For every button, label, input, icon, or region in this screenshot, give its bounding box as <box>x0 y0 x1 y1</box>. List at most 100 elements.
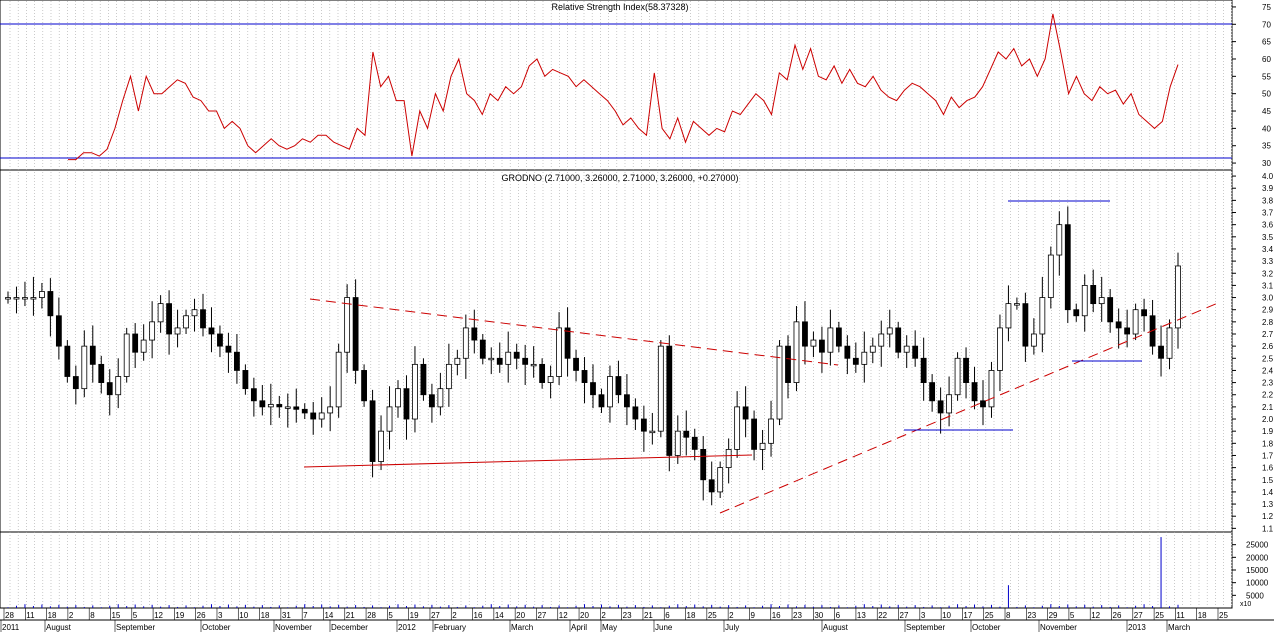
price-candle <box>980 400 986 408</box>
price-candle <box>861 351 868 365</box>
x-day-label: 27 <box>537 611 546 620</box>
x-day-label: 25 <box>1219 611 1228 620</box>
volume-tick-label: 10000 <box>1246 579 1269 588</box>
volume-tick-label: 25000 <box>1246 541 1269 550</box>
x-month-label: October <box>202 623 231 632</box>
price-candle <box>64 345 71 377</box>
price-candle <box>1064 224 1071 311</box>
x-day-label: 10 <box>239 611 248 620</box>
rsi-tick-label: 60 <box>1262 55 1271 64</box>
volume-tick-label: 5000 <box>1246 591 1264 600</box>
price-candle <box>547 376 554 383</box>
price-candle <box>1047 254 1054 298</box>
price-candle <box>496 357 503 365</box>
price-candle <box>225 345 232 353</box>
price-candle <box>835 327 842 347</box>
price-candle <box>47 291 54 317</box>
x-day-label: 23 <box>793 611 802 620</box>
x-day-label: 19 <box>175 611 184 620</box>
price-tick-label: 2.0 <box>1262 415 1274 424</box>
price-tick-label: 4.0 <box>1262 172 1274 181</box>
price-candle <box>708 479 715 493</box>
price-candle <box>335 351 342 408</box>
rsi-tick-label: 50 <box>1262 90 1271 99</box>
price-candle <box>963 357 969 383</box>
x-day-label: 10 <box>942 611 951 620</box>
price-candle <box>564 327 571 359</box>
price-tick-label: 1.9 <box>1262 427 1274 436</box>
price-candle <box>488 357 495 361</box>
price-candle <box>1022 303 1029 347</box>
price-title: GRODNO (2.71000, 3.26000, 2.71000, 3.260… <box>502 173 739 183</box>
price-tick-label: 2.9 <box>1262 306 1274 315</box>
x-day-label: 14 <box>495 611 504 620</box>
price-candle <box>166 303 172 335</box>
x-month-label: May <box>602 623 617 632</box>
price-candle <box>89 345 96 365</box>
grid-lines <box>9 1 1233 607</box>
x-day-label: 12 <box>1091 611 1100 620</box>
price-candle <box>1039 297 1046 335</box>
price-candle <box>115 376 122 396</box>
x-day-label: 2 <box>601 611 606 620</box>
price-candle <box>827 327 834 353</box>
x-day-label: 25 <box>1155 611 1164 620</box>
price-candle <box>1107 297 1114 323</box>
price-candle <box>903 345 910 353</box>
price-candle <box>946 394 952 414</box>
x-day-label: 2 <box>452 611 457 620</box>
x-day-label: 2 <box>69 611 74 620</box>
price-candle <box>412 363 418 420</box>
price-candle <box>234 351 240 371</box>
price-candle <box>607 376 613 408</box>
price-candle <box>149 321 156 341</box>
price-candle <box>657 345 664 432</box>
rsi-tick-label: 75 <box>1262 3 1271 12</box>
price-candle <box>429 394 435 408</box>
x-day-label: 17 <box>963 611 972 620</box>
price-tick-label: 1.3 <box>1262 500 1274 509</box>
rsi-panel-frame <box>0 0 1233 171</box>
price-candle <box>81 345 88 390</box>
rsi-tick-label: 30 <box>1262 159 1271 168</box>
x-day-label: 20 <box>580 611 589 620</box>
x-day-label: 16 <box>772 611 781 620</box>
price-candle <box>742 406 749 420</box>
volume-panel-frame <box>0 531 1233 609</box>
x-day-label: 5 <box>388 611 393 620</box>
price-candle <box>895 327 902 353</box>
price-candle <box>971 382 978 402</box>
price-candle <box>1056 224 1063 256</box>
x-day-label: 18 <box>48 611 57 620</box>
price-candle <box>505 351 512 365</box>
price-candle <box>462 327 469 359</box>
price-candle <box>581 370 588 383</box>
price-candle <box>573 357 579 371</box>
price-tick-label: 2.7 <box>1262 330 1274 339</box>
price-tick-label: 3.1 <box>1262 281 1274 290</box>
price-tick-label: 2.3 <box>1262 379 1274 388</box>
price-candle <box>310 412 317 420</box>
x-day-label: 15 <box>111 611 120 620</box>
price-candle <box>284 406 291 409</box>
price-tick-label: 2.4 <box>1262 366 1274 375</box>
x-month-label: October <box>972 623 1001 632</box>
price-tick-label: 3.2 <box>1262 269 1274 278</box>
price-candle <box>5 297 11 300</box>
price-candle <box>988 370 995 408</box>
x-day-label: 25 <box>708 611 717 620</box>
price-candle <box>445 363 452 390</box>
x-day-label: 2 <box>729 611 734 620</box>
x-day-label: 28 <box>5 611 14 620</box>
x-day-label: 27 <box>900 611 909 620</box>
price-candle <box>1014 303 1020 306</box>
x-day-label: 23 <box>1027 611 1036 620</box>
price-tick-label: 1.1 <box>1262 524 1274 533</box>
x-day-label: 22 <box>878 611 887 620</box>
price-candle <box>802 321 808 347</box>
price-candle <box>454 357 461 365</box>
x-day-label: 21 <box>644 611 653 620</box>
price-panel-frame <box>0 169 1233 533</box>
price-candle <box>666 345 673 456</box>
price-candle <box>810 339 817 347</box>
